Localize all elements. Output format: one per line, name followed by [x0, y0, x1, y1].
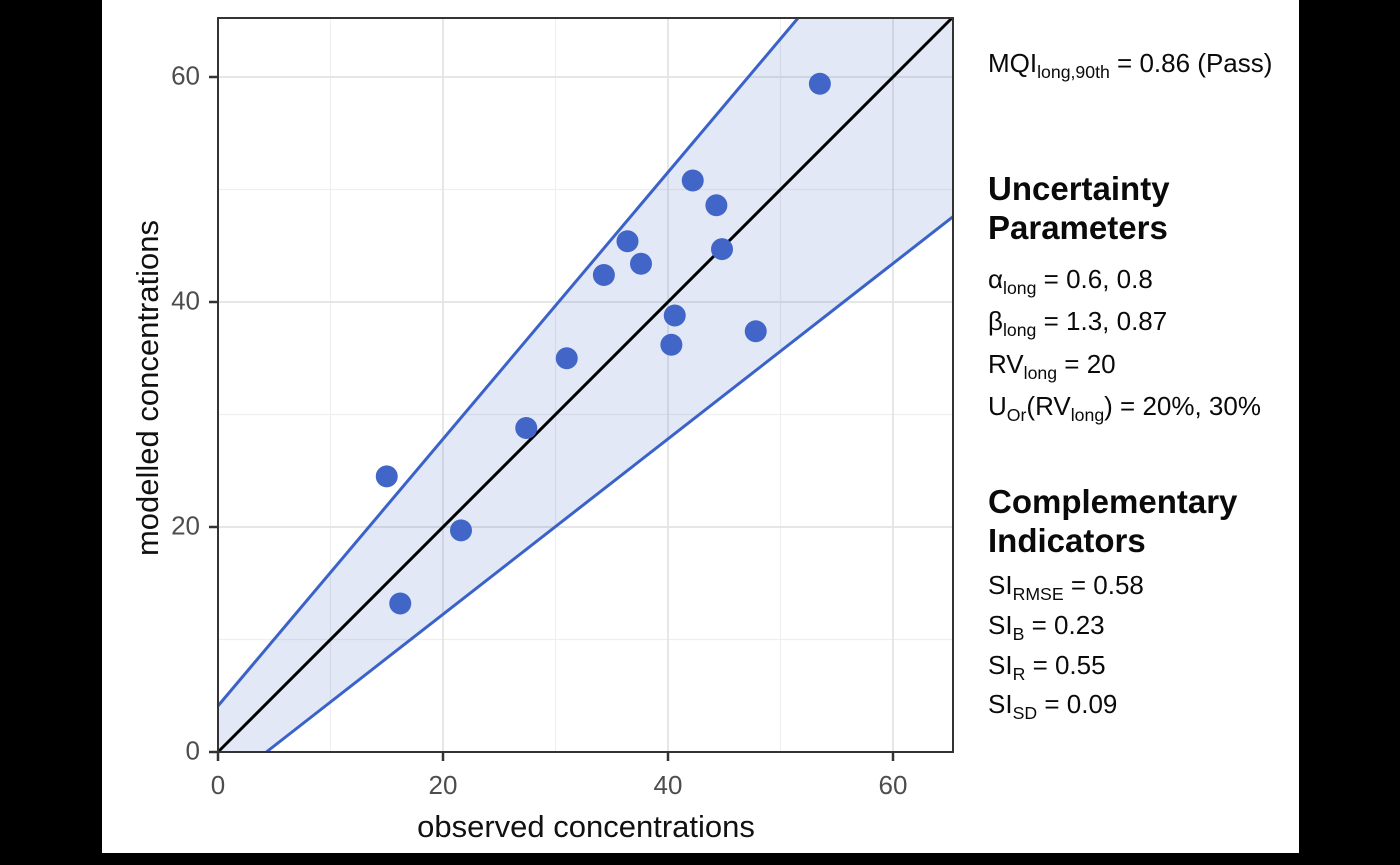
- data-point: [808, 72, 831, 95]
- x-tick-label: 40: [653, 770, 683, 800]
- si-sd-indicator: SISD = 0.09: [988, 689, 1118, 724]
- data-point: [744, 320, 767, 343]
- data-point: [375, 465, 398, 488]
- y-axis-title: modelled concentrations: [130, 219, 165, 557]
- data-point: [555, 347, 578, 370]
- data-point: [630, 252, 652, 275]
- si-rmse-indicator: SIRMSE = 0.58: [988, 570, 1144, 605]
- band-lower-line: [265, 215, 954, 754]
- plot-device: [102, 0, 1299, 853]
- beta-parameter: βlong = 1.3, 0.87: [988, 306, 1168, 341]
- y-tick-label: 40: [171, 285, 200, 316]
- data-point: [450, 519, 472, 542]
- mqi-annotation: MQIlong,90th = 0.86 (Pass): [988, 48, 1273, 83]
- identity-line: [216, 17, 953, 754]
- data-point: [616, 230, 639, 253]
- uor-parameter: UOr(RVlong) = 20%, 30%: [988, 391, 1261, 426]
- data-point: [663, 304, 686, 327]
- y-tick-label: 0: [185, 735, 200, 766]
- alpha-parameter: αlong = 0.6, 0.8: [988, 264, 1153, 299]
- complementary-indicators-header: Complementary Indicators: [988, 483, 1238, 559]
- data-point: [711, 238, 733, 261]
- data-point: [515, 417, 538, 439]
- data-point: [681, 169, 704, 192]
- si-r-indicator: SIR = 0.55: [988, 650, 1106, 685]
- y-tick-label: 60: [171, 60, 200, 91]
- x-tick-label: 0: [210, 770, 226, 800]
- data-point: [592, 264, 615, 286]
- data-point: [705, 194, 728, 217]
- data-point: [389, 592, 412, 615]
- uncertainty-parameters-header: Uncertainty Parameters: [988, 170, 1170, 246]
- x-tick-label: 60: [878, 770, 908, 800]
- si-b-indicator: SIB = 0.23: [988, 610, 1105, 645]
- y-tick-label: 20: [171, 510, 200, 541]
- data-point: [660, 333, 683, 356]
- rv-parameter: RVlong = 20: [988, 349, 1116, 384]
- band-upper-line: [216, 17, 800, 707]
- x-axis-title: observed concentrations: [417, 809, 755, 844]
- panel-border: [217, 17, 954, 753]
- x-tick-label: 20: [428, 770, 458, 800]
